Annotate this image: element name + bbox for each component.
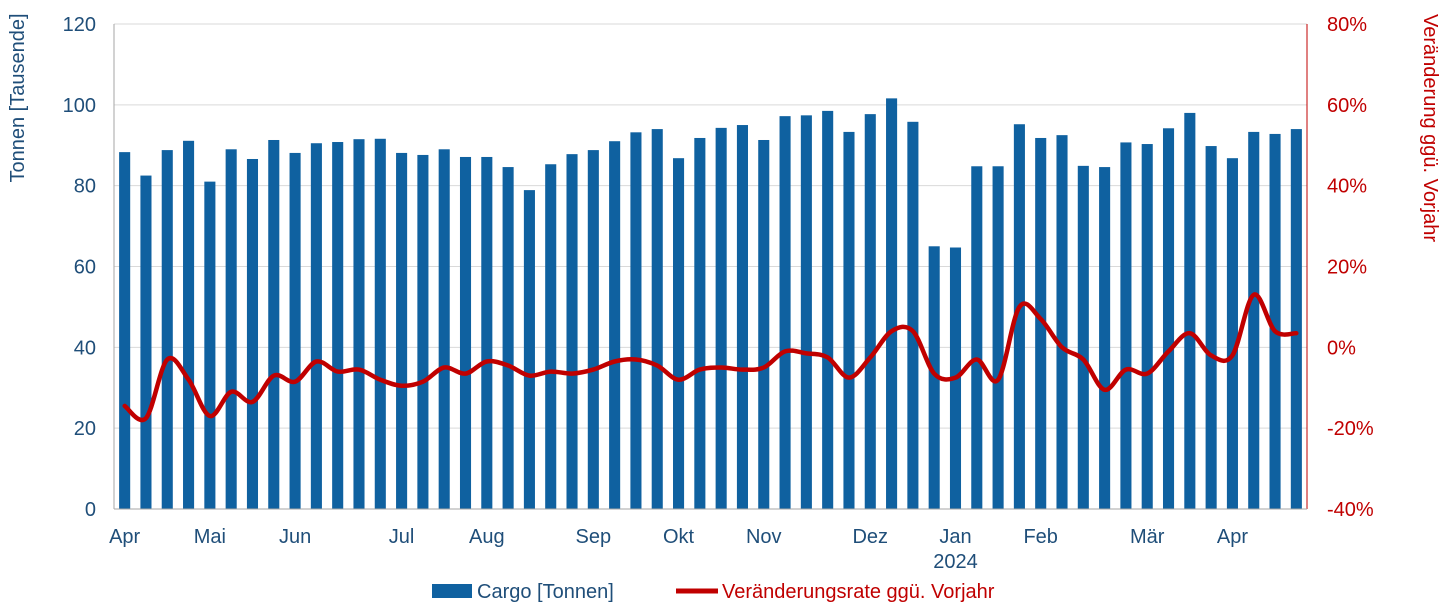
cargo-bar bbox=[864, 114, 876, 510]
right-tick-label: -20% bbox=[1327, 418, 1374, 440]
cargo-bar bbox=[225, 149, 237, 509]
cargo-bar bbox=[736, 125, 748, 510]
cargo-bar bbox=[183, 140, 195, 509]
right-tick-label: 20% bbox=[1327, 257, 1367, 279]
cargo-bar bbox=[587, 150, 599, 509]
x-tick-label: Okt bbox=[663, 526, 695, 548]
cargo-bar bbox=[459, 156, 472, 510]
cargo-bar bbox=[971, 166, 983, 509]
cargo-bar bbox=[758, 139, 770, 509]
cargo-bar bbox=[1248, 131, 1260, 509]
cargo-bar bbox=[1099, 167, 1111, 509]
cargo-bar bbox=[161, 150, 173, 509]
cargo-bar bbox=[1056, 135, 1068, 510]
year-label: 2024 bbox=[933, 551, 978, 573]
cargo-bar bbox=[1035, 137, 1047, 509]
right-tick-label: 0% bbox=[1327, 337, 1356, 359]
cargo-bar bbox=[992, 166, 1004, 509]
cargo-bar bbox=[332, 142, 344, 509]
cargo-bar bbox=[928, 246, 940, 509]
right-axis-ticks: -40% -20% 0% 20% 40% 60% 80% bbox=[1327, 14, 1374, 521]
cargo-bar bbox=[140, 175, 152, 509]
cargo-bar bbox=[353, 139, 365, 509]
cargo-bar bbox=[289, 152, 301, 509]
right-axis-title: Veränderung ggü. Vorjahr bbox=[1419, 14, 1441, 242]
x-tick-label: Mai bbox=[194, 526, 226, 548]
cargo-bar bbox=[246, 158, 259, 509]
cargo-bar bbox=[1120, 142, 1132, 509]
cargo-bar bbox=[119, 152, 131, 509]
cargo-bar bbox=[374, 138, 386, 510]
cargo-bar bbox=[1205, 146, 1217, 509]
right-tick-label: 80% bbox=[1327, 14, 1367, 36]
cargo-bar bbox=[715, 127, 727, 509]
cargo-bar bbox=[438, 149, 450, 509]
left-tick-label: 100 bbox=[63, 95, 96, 117]
x-axis-ticks: Apr Mai Jun Jul Aug Sep Okt Nov Dez Jan Feb Mär Apr 2… bbox=[109, 526, 1248, 573]
cargo-bar bbox=[1226, 158, 1238, 509]
left-tick-label: 20 bbox=[74, 418, 96, 440]
legend-bar-label: Cargo [Tonnen] bbox=[477, 581, 614, 603]
legend-bar-swatch bbox=[432, 584, 472, 598]
cargo-bar bbox=[609, 141, 621, 510]
right-tick-label: -40% bbox=[1327, 499, 1374, 521]
x-tick-label: Nov bbox=[746, 526, 782, 548]
cargo-bar bbox=[673, 158, 685, 509]
cargo-bar bbox=[1141, 144, 1153, 509]
cargo-bar bbox=[310, 143, 322, 509]
cargo-bar bbox=[1290, 129, 1302, 510]
cargo-bar bbox=[1269, 133, 1281, 509]
change-rate-line bbox=[122, 292, 1299, 423]
axes bbox=[113, 24, 1308, 510]
cargo-bar bbox=[843, 131, 855, 509]
right-tick-label: 60% bbox=[1327, 95, 1367, 117]
cargo-bar bbox=[779, 116, 791, 510]
left-tick-label: 40 bbox=[74, 337, 96, 359]
x-tick-label: Jun bbox=[279, 526, 311, 548]
x-tick-label: Jan bbox=[939, 526, 971, 548]
cargo-bar bbox=[268, 139, 280, 509]
left-tick-label: 0 bbox=[85, 499, 96, 521]
bar-series bbox=[119, 98, 1302, 510]
left-axis-title: Tonnen [Tausende] bbox=[7, 13, 29, 182]
cargo-bar bbox=[1013, 124, 1025, 509]
left-tick-label: 80 bbox=[74, 176, 96, 198]
cargo-bar bbox=[523, 190, 535, 510]
cargo-bar bbox=[1077, 165, 1089, 510]
cargo-bar bbox=[822, 110, 834, 509]
cargo-bar bbox=[800, 115, 812, 509]
x-tick-label: Feb bbox=[1023, 526, 1057, 548]
legend-line-label: Veränderungsrate ggü. Vorjahr bbox=[722, 581, 995, 603]
cargo-bar bbox=[694, 137, 706, 509]
left-axis-ticks: 0 20 40 60 80 100 120 bbox=[63, 14, 96, 521]
cargo-bar bbox=[1162, 128, 1175, 509]
cargo-bar bbox=[651, 129, 663, 510]
cargo-bar bbox=[396, 152, 408, 509]
legend: Cargo [Tonnen] Veränderungsrate ggü. Vor… bbox=[432, 581, 995, 603]
cargo-bar bbox=[630, 132, 642, 510]
x-tick-label: Sep bbox=[576, 526, 612, 548]
line-series bbox=[122, 292, 1299, 423]
x-tick-label: Mär bbox=[1130, 526, 1165, 548]
left-tick-label: 120 bbox=[63, 14, 96, 36]
x-tick-label: Jul bbox=[389, 526, 415, 548]
cargo-bar bbox=[545, 164, 557, 509]
cargo-bar bbox=[1184, 112, 1196, 510]
x-tick-label: Apr bbox=[1217, 526, 1248, 548]
right-tick-label: 40% bbox=[1327, 176, 1367, 198]
cargo-bar bbox=[886, 98, 898, 509]
cargo-bar bbox=[502, 167, 514, 509]
left-tick-label: 60 bbox=[74, 257, 96, 279]
x-tick-label: Dez bbox=[852, 526, 888, 548]
cargo-bar bbox=[417, 154, 429, 509]
cargo-bar bbox=[566, 154, 578, 509]
cargo-bar bbox=[481, 156, 493, 510]
x-tick-label: Apr bbox=[109, 526, 140, 548]
cargo-bar bbox=[204, 181, 216, 509]
x-tick-label: Aug bbox=[469, 526, 505, 548]
cargo-bar bbox=[907, 121, 919, 509]
